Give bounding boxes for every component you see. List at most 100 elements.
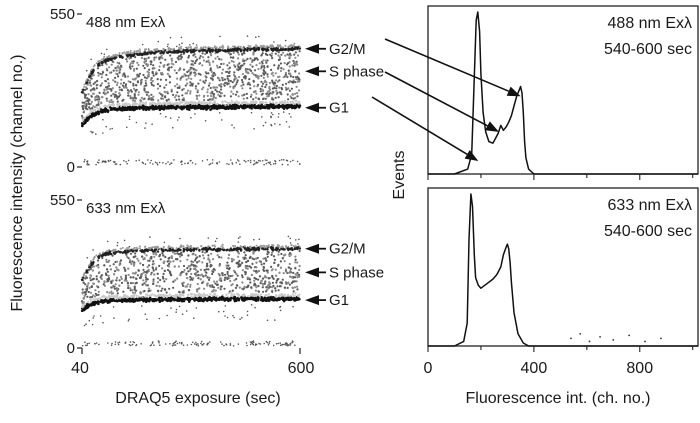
annotation-arrow-head [305,43,319,54]
scatter-point [100,101,103,104]
scatter-point [93,295,96,298]
scatter-point [197,274,200,277]
scatter-point [206,299,209,302]
scatter-point [275,87,278,90]
scatter-point [91,74,94,77]
scatter-point [127,257,130,260]
scatter-point [266,65,269,68]
scatter-point [177,55,181,58]
scatter-point [151,246,154,249]
scatter-point [274,287,277,290]
scatter-point [204,46,207,49]
scatter-point [167,161,169,163]
scatter-point [246,48,249,51]
scatter-point [170,90,173,93]
scatter-point [123,51,126,54]
scatter-point [221,68,225,71]
scatter-point [232,51,235,55]
scatter-point [281,83,284,86]
scatter-point [178,98,181,101]
scatter-point [282,51,285,54]
scatter-point [277,64,280,67]
scatter-point [94,292,97,295]
scatter-point [282,294,286,297]
scatter-point [249,46,252,49]
scatter-point [172,93,175,96]
scatter-point [128,115,131,118]
scatter-point [106,48,108,51]
scatter-point [117,95,120,99]
scatter-point [200,101,203,104]
scatter-point [198,94,201,97]
scatter-point [261,101,264,104]
scatter-point [243,93,246,96]
scatter-point [296,80,299,83]
scatter-point [265,101,268,104]
scatter-point [144,48,147,51]
scatter-point [102,283,105,286]
scatter-point [247,102,250,105]
scatter-point [86,78,89,80]
scatter-point [239,263,242,266]
scatter-point [208,82,211,85]
scatter-point [166,260,169,263]
scatter-point [196,58,199,61]
scatter-point [152,278,155,281]
scatter-point [154,73,158,76]
scatter-point [100,73,103,76]
scatter-point [110,290,113,293]
scatter-point [101,64,104,67]
scatter-point [202,80,205,83]
scatter-point [141,101,144,104]
scatter-point [172,63,175,66]
scatter-point [121,246,124,249]
scatter-point [230,59,233,63]
scatter-point [235,77,238,80]
scatter-point [137,259,140,262]
scatter-point [134,272,137,275]
scatter-point [197,277,200,280]
scatter-point [98,91,101,94]
scatter-point [217,286,220,289]
scatter-point [245,92,248,95]
scatter-point [285,121,288,123]
scatter-point [118,88,121,92]
scatter-point [124,53,127,55]
scatter-point [197,103,201,107]
scatter-point [143,105,146,109]
scatter-point [209,101,212,104]
scatter-point [125,103,128,106]
scatter-point [170,104,174,108]
scatter-point [173,159,175,161]
scatter-point [172,126,174,129]
scatter-point [265,46,268,49]
scatter-point [251,59,254,62]
scatter-point [217,48,220,51]
scatter-point [292,271,295,274]
scatter-point [153,255,156,258]
scatter-point [109,108,113,112]
scatter-point [189,160,192,162]
scatter-point [257,98,261,101]
scatter-point [204,53,207,56]
scatter-point [189,84,192,87]
scatter-point [119,275,123,278]
scatter-point [283,159,285,161]
scatter-point [175,94,178,97]
scatter-point [288,65,291,68]
scatter-point [243,47,247,51]
scatter-point [249,48,252,51]
scatter-point [106,270,109,273]
scatter-point [92,105,95,108]
scatter-point [193,74,197,77]
scatter-point [118,68,121,72]
scatter-point [104,107,108,111]
scatter-point [95,264,98,267]
scatter-point [194,87,197,90]
scatter-point [285,88,288,91]
scatter-point [291,100,294,103]
scatter-point [211,47,214,49]
scatter-point [189,44,191,46]
scatter-point [138,276,142,279]
scatter-point [175,71,178,75]
